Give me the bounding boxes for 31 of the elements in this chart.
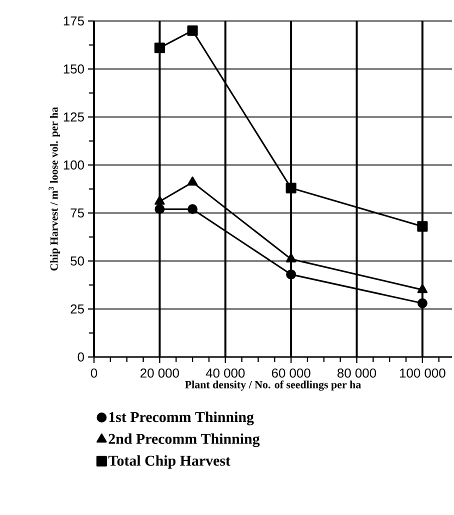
x-tick-label: 60 000: [272, 368, 310, 378]
legend-label: Total Chip Harvest: [108, 455, 230, 469]
y-tick-label: 175: [64, 16, 84, 26]
point: [187, 176, 198, 186]
y-tick-label: 75: [70, 208, 84, 218]
point: [286, 182, 296, 194]
point: [154, 196, 165, 205]
y-tick-label: 100: [64, 160, 84, 170]
point: [417, 284, 428, 294]
point: [188, 204, 198, 214]
legend-label: 2nd Precomm Thinning: [108, 433, 260, 448]
point: [154, 204, 165, 214]
point: [417, 298, 428, 308]
point: [187, 25, 198, 36]
x-axis-title: Plant density / No. of seedlings per ha: [185, 380, 361, 391]
y-tick-label: 50: [70, 256, 84, 266]
y-axis-title: Chip Harvest / m$^{3}$ loose vol. per ha: [48, 107, 60, 271]
x-tick-label: 0: [90, 368, 98, 378]
x-tick-label: 80 000: [338, 368, 376, 378]
y-tick-label: 25: [70, 304, 84, 314]
y-tick-label: 125: [64, 112, 84, 122]
y-tick-label: 0: [78, 352, 84, 362]
x-tick-label: 20 000: [140, 368, 179, 378]
legend-label: 1st Precomm Thinning: [109, 412, 254, 426]
y-tick-label: 150: [64, 64, 84, 74]
point: [286, 269, 296, 280]
point: [154, 42, 165, 54]
x-tick-label: 100 000: [400, 368, 446, 378]
point: [417, 221, 428, 232]
x-tick-label: 40 000: [206, 368, 245, 378]
point: [286, 253, 296, 262]
